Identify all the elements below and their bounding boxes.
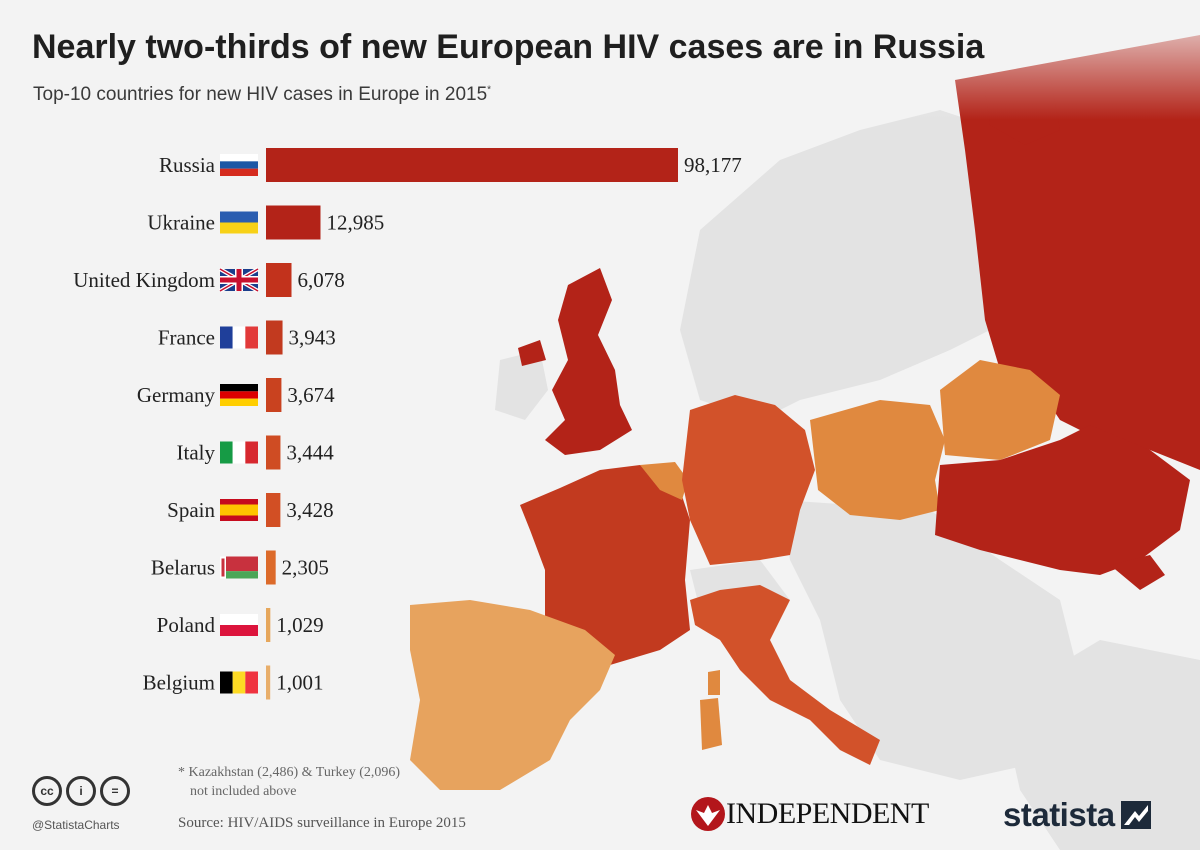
bar-belgium [266,665,271,700]
map-france [520,465,690,665]
value-label-united-kingdom: 6,078 [298,268,345,292]
map-land [680,110,1000,420]
value-label-spain: 3,428 [286,498,333,522]
independent-wordmark: INDEPENDENT [726,797,929,830]
bar-ukraine [266,205,321,240]
category-label-germany: Germany [137,383,216,407]
map-ireland [495,350,548,420]
footnote-line-2: not included above [190,784,297,799]
bar-united-kingdom [266,263,292,297]
bar-belarus [266,550,276,585]
category-label-russia: Russia [159,153,216,177]
value-label-ukraine: 12,985 [326,211,384,235]
map-crimea [1110,555,1165,590]
flag-ukraine-icon [220,211,258,234]
value-label-poland: 1,029 [276,613,323,637]
flag-spain-icon [220,499,258,521]
source-note: Source: HIV/AIDS surveillance in Europe … [178,815,466,831]
cc-icon: cc [32,776,62,806]
page-subtitle: Top-10 countries for new HIV cases in Eu… [33,84,491,106]
value-label-france: 3,943 [289,326,336,350]
flag-russia-icon [220,154,258,176]
value-label-belgium: 1,001 [276,671,323,695]
bar-germany [266,378,282,412]
bar-italy [266,435,281,470]
subtitle-footnote-mark: * [487,84,492,96]
category-label-spain: Spain [167,498,215,522]
flag-france-icon [220,326,258,349]
category-label-ukraine: Ukraine [147,211,215,235]
category-label-italy: Italy [177,441,216,465]
nd-icon: = [100,776,130,806]
independent-logo: INDEPENDENT [690,796,929,832]
eagle-icon [691,797,725,831]
value-label-italy: 3,444 [286,441,334,465]
category-label-france: France [158,326,215,350]
flag-poland-icon [220,614,258,636]
flag-italy-icon [220,441,258,464]
map-belarus [940,360,1060,460]
bar-russia [266,148,678,182]
map-sardinia [700,698,722,750]
category-label-united-kingdom: United Kingdom [73,268,215,292]
map-uk [545,268,632,455]
page-title: Nearly two-thirds of new European HIV ca… [32,28,985,66]
map-northern-ireland [518,340,546,366]
map-italy [690,585,880,765]
bar-poland [266,608,271,642]
map-ukraine [935,425,1190,575]
map-russia [955,35,1200,470]
footnote-line-1: * Kazakhstan (2,486) & Turkey (2,096) [178,765,401,780]
map-spain [410,600,615,790]
map-corsica [708,670,720,695]
subtitle-text: Top-10 countries for new HIV cases in Eu… [33,84,488,105]
creative-commons-icons: cc i = [32,776,130,806]
flag-united-kingdom-icon [218,267,260,293]
map-land [1000,640,1200,850]
footnote: * Kazakhstan (2,486) & Turkey (2,096) no… [178,763,578,801]
flag-belgium-icon [220,671,258,694]
by-icon: i [66,776,96,806]
statista-wordmark: statista [1003,796,1115,833]
map-belgium [640,462,688,500]
category-label-belarus: Belarus [151,556,215,580]
flag-germany-icon [220,384,258,406]
category-label-belgium: Belgium [143,671,215,695]
value-label-russia: 98,177 [684,153,742,177]
flag-belarus-icon [220,556,258,579]
bar-france [266,320,283,355]
bar-spain [266,493,281,527]
map-poland [810,400,945,520]
statista-mark-icon [1120,801,1151,829]
value-label-belarus: 2,305 [282,556,329,580]
value-label-germany: 3,674 [287,383,335,407]
map-germany [682,395,815,565]
category-label-poland: Poland [157,613,216,637]
statista-logo: statista [1003,796,1151,834]
statista-charts-handle: @StatistaCharts [32,818,120,832]
